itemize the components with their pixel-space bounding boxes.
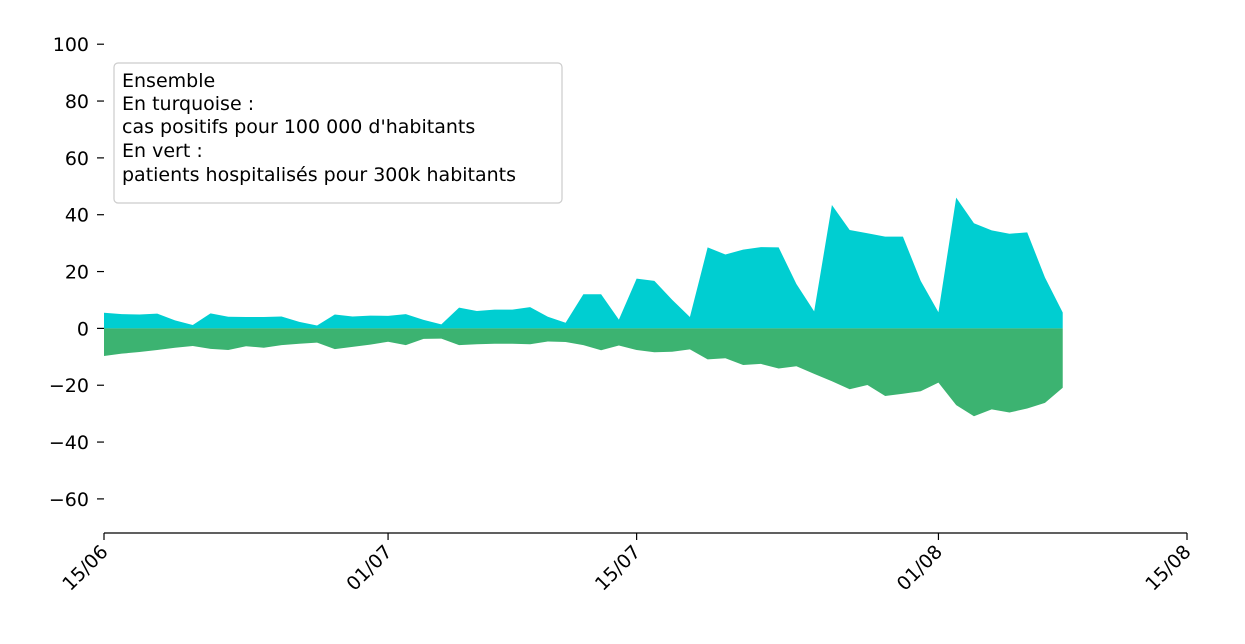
y-tick-label: −60 [49, 489, 89, 511]
x-axis: 15/06 01/07 15/07 01/08 15/08 [58, 532, 1196, 595]
y-tick-label: 60 [65, 148, 89, 170]
y-tick-label: −40 [49, 432, 89, 454]
y-tick-label: −20 [49, 375, 89, 397]
x-tick-label: 01/08 [893, 541, 947, 595]
legend-line-3: cas positifs pour 100 000 d'habitants [122, 116, 475, 138]
area-series-group [104, 197, 1063, 417]
y-tick-label: 40 [65, 205, 89, 227]
legend-box [113, 62, 563, 204]
legend: Ensemble En turquoise : cas positifs pou… [113, 62, 563, 204]
x-tick-label: 15/08 [1141, 541, 1195, 595]
y-tick-label: 20 [65, 262, 89, 284]
y-tick-label: 0 [77, 318, 89, 340]
x-tick-label: 15/06 [58, 541, 112, 595]
y-tick-label: 100 [53, 34, 89, 56]
legend-line-5: patients hospitalisés pour 300k habitant… [122, 164, 516, 186]
x-tick-label: 15/07 [591, 541, 645, 595]
legend-line-2: En turquoise : [122, 93, 254, 115]
area-series-1 [104, 197, 1063, 329]
area-series-2 [104, 328, 1063, 417]
x-tick-label: 01/07 [342, 541, 396, 595]
legend-line-4: En vert : [122, 140, 203, 162]
y-tick-label: 80 [65, 91, 89, 113]
legend-line-1: Ensemble [122, 70, 215, 92]
y-axis: 100 80 60 40 20 0 −20 −40 −60 [49, 34, 104, 511]
